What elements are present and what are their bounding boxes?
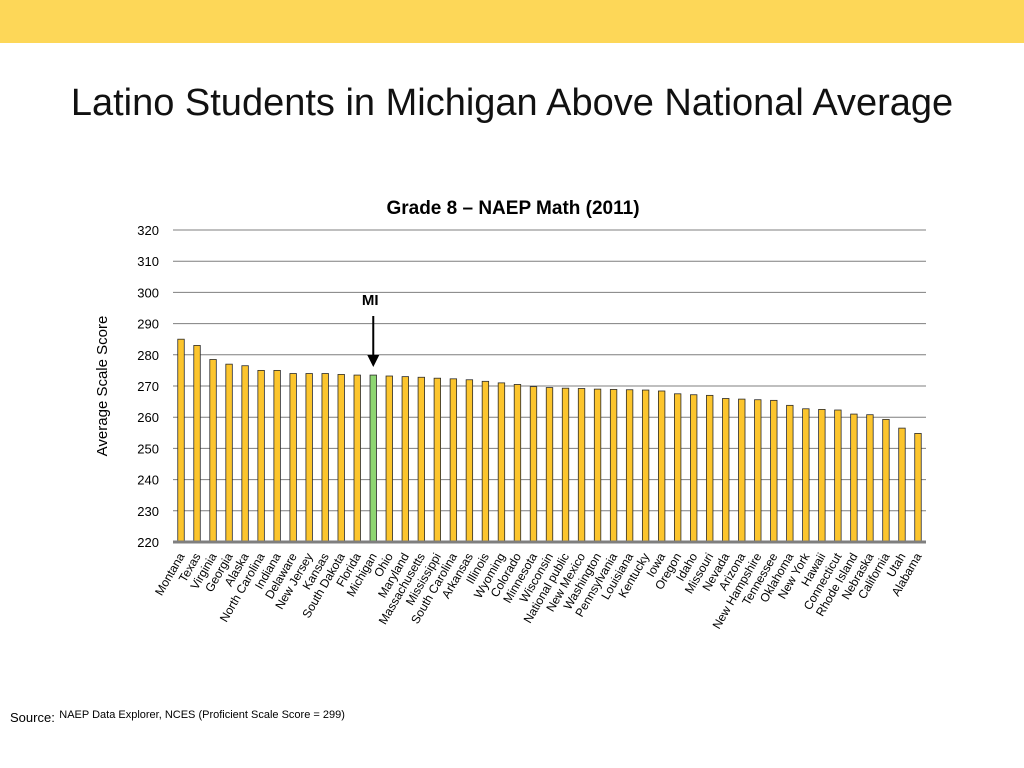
bar: [674, 393, 682, 543]
bar: [625, 389, 634, 543]
y-tick-label: 260: [137, 410, 159, 425]
bar: [305, 373, 313, 543]
bar: [209, 359, 217, 543]
bar: [657, 390, 666, 543]
bar: [898, 427, 906, 543]
bar: [882, 418, 890, 543]
bar: [177, 338, 185, 543]
y-tick-label: 220: [137, 535, 159, 550]
bar: [193, 345, 201, 543]
y-tick-label: 250: [137, 441, 159, 456]
bar: [738, 398, 746, 543]
y-axis-label: Average Scale Score: [94, 316, 111, 457]
y-tick-label: 290: [137, 317, 159, 332]
source-note: Source: NAEP Data Explorer, NCES (Profic…: [10, 705, 345, 725]
bar: [481, 380, 490, 543]
annotation-label: MI: [362, 292, 379, 309]
bar: [417, 376, 425, 543]
bar: [593, 388, 602, 543]
bar: [337, 374, 345, 543]
bar: [834, 409, 842, 543]
annotation-arrow-head: [367, 355, 380, 367]
bar: [866, 414, 874, 543]
bar: [241, 365, 249, 543]
slide-title: Latino Students in Michigan Above Nation…: [70, 82, 954, 124]
y-tick-label: 240: [137, 473, 159, 488]
bar-michigan: [369, 374, 377, 543]
bar: [914, 433, 922, 543]
y-tick-label: 270: [137, 379, 159, 394]
bar: [513, 384, 522, 543]
source-text: NAEP Data Explorer, NCES (Proficient Sca…: [59, 709, 345, 721]
bar: [433, 377, 442, 543]
bar: [273, 369, 281, 543]
bar: [561, 387, 570, 543]
bar: [722, 398, 730, 543]
bar: [770, 399, 778, 543]
y-tick-label: 280: [137, 348, 159, 363]
bar: [850, 413, 858, 543]
bar: [818, 408, 826, 543]
bar: [321, 373, 329, 543]
bar: [609, 389, 618, 543]
bar: [786, 404, 794, 543]
y-tick-label: 230: [137, 504, 159, 519]
bar: [353, 374, 361, 543]
y-tick-label: 300: [137, 285, 159, 300]
y-tick-label: 310: [137, 254, 159, 269]
bar: [802, 408, 810, 543]
bar: [385, 375, 393, 543]
bar: [289, 373, 297, 543]
bar: [641, 389, 650, 543]
source-label: Source:: [10, 710, 55, 725]
bar: [529, 386, 538, 543]
bar: [225, 363, 233, 543]
bar: [449, 378, 458, 543]
bar: [545, 387, 554, 543]
bar: [754, 399, 762, 543]
top-accent-band: [0, 0, 1024, 43]
bar: [690, 394, 698, 543]
y-tick-label: 320: [137, 223, 159, 238]
bar: [465, 379, 474, 543]
bar: [706, 394, 714, 543]
bar: [497, 382, 506, 543]
bar: [401, 376, 409, 543]
chart-title: Grade 8 – NAEP Math (2011): [386, 198, 639, 219]
bar: [577, 388, 586, 543]
bar: [257, 369, 265, 543]
